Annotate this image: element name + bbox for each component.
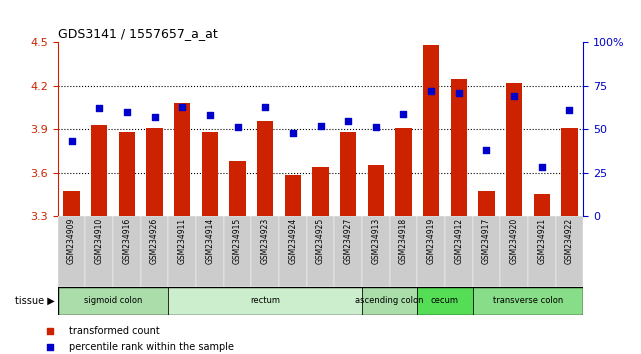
Point bbox=[233, 125, 243, 130]
Text: GSM234920: GSM234920 bbox=[510, 218, 519, 264]
Text: sigmoid colon: sigmoid colon bbox=[84, 296, 142, 306]
Point bbox=[343, 118, 353, 123]
Bar bbox=[501, 216, 528, 287]
Text: GSM234909: GSM234909 bbox=[67, 218, 76, 264]
Bar bbox=[58, 287, 169, 315]
Text: GSM234912: GSM234912 bbox=[454, 218, 463, 264]
Text: rectum: rectum bbox=[250, 296, 280, 306]
Text: GDS3141 / 1557657_a_at: GDS3141 / 1557657_a_at bbox=[58, 27, 217, 40]
Bar bbox=[196, 216, 224, 287]
Text: GSM234918: GSM234918 bbox=[399, 218, 408, 264]
Bar bbox=[169, 216, 196, 287]
Bar bbox=[306, 216, 335, 287]
Text: GSM234925: GSM234925 bbox=[316, 218, 325, 264]
Point bbox=[358, 269, 368, 275]
Text: GSM234921: GSM234921 bbox=[537, 218, 546, 264]
Text: GSM234926: GSM234926 bbox=[150, 218, 159, 264]
Bar bbox=[229, 161, 246, 216]
Bar bbox=[417, 287, 472, 315]
Bar bbox=[506, 83, 522, 216]
Text: GSM234911: GSM234911 bbox=[178, 218, 187, 264]
Bar bbox=[285, 176, 301, 216]
Bar bbox=[445, 216, 472, 287]
Bar bbox=[417, 216, 445, 287]
Bar bbox=[113, 216, 140, 287]
Text: GSM234913: GSM234913 bbox=[371, 218, 380, 264]
Text: GSM234915: GSM234915 bbox=[233, 218, 242, 264]
Text: percentile rank within the sample: percentile rank within the sample bbox=[69, 342, 234, 352]
Bar bbox=[362, 287, 417, 315]
Text: GSM234923: GSM234923 bbox=[261, 218, 270, 264]
Text: GSM234914: GSM234914 bbox=[205, 218, 214, 264]
Bar bbox=[472, 287, 583, 315]
Bar bbox=[533, 194, 550, 216]
Bar bbox=[561, 128, 578, 216]
Bar bbox=[63, 192, 80, 216]
Bar bbox=[140, 216, 169, 287]
Point bbox=[370, 125, 381, 130]
Bar bbox=[174, 103, 190, 216]
Point bbox=[67, 138, 77, 144]
Text: GSM234922: GSM234922 bbox=[565, 218, 574, 264]
Text: GSM234910: GSM234910 bbox=[95, 218, 104, 264]
Bar bbox=[451, 79, 467, 216]
Bar bbox=[85, 216, 113, 287]
Bar bbox=[224, 216, 251, 287]
Point bbox=[204, 113, 215, 118]
Point bbox=[537, 165, 547, 170]
Bar bbox=[335, 216, 362, 287]
Bar bbox=[312, 167, 329, 216]
Bar bbox=[58, 216, 85, 287]
Text: cecum: cecum bbox=[431, 296, 459, 306]
Point bbox=[288, 130, 298, 136]
Bar bbox=[367, 165, 384, 216]
Bar bbox=[119, 132, 135, 216]
Point bbox=[177, 104, 187, 109]
Bar bbox=[279, 216, 306, 287]
Text: ascending colon: ascending colon bbox=[355, 296, 424, 306]
Bar bbox=[362, 216, 390, 287]
Bar bbox=[423, 45, 440, 216]
Text: GSM234919: GSM234919 bbox=[427, 218, 436, 264]
Bar bbox=[169, 287, 362, 315]
Bar bbox=[395, 128, 412, 216]
Point bbox=[481, 147, 492, 153]
Point bbox=[398, 111, 408, 116]
Bar bbox=[201, 132, 218, 216]
Point bbox=[509, 93, 519, 99]
Point bbox=[454, 90, 464, 96]
Bar bbox=[556, 216, 583, 287]
Point bbox=[260, 104, 271, 109]
Bar bbox=[390, 216, 417, 287]
Text: transverse colon: transverse colon bbox=[493, 296, 563, 306]
Text: GSM234924: GSM234924 bbox=[288, 218, 297, 264]
Point bbox=[122, 109, 132, 115]
Bar bbox=[478, 192, 495, 216]
Bar bbox=[340, 132, 356, 216]
Bar bbox=[251, 216, 279, 287]
Text: transformed count: transformed count bbox=[69, 326, 160, 336]
Point bbox=[149, 114, 160, 120]
Point bbox=[315, 123, 326, 129]
Text: GSM234917: GSM234917 bbox=[482, 218, 491, 264]
Text: GSM234916: GSM234916 bbox=[122, 218, 131, 264]
Bar bbox=[472, 216, 501, 287]
Point bbox=[358, 124, 368, 130]
Bar bbox=[528, 216, 556, 287]
Point bbox=[94, 105, 104, 111]
Text: GSM234927: GSM234927 bbox=[344, 218, 353, 264]
Point bbox=[564, 107, 574, 113]
Bar bbox=[146, 128, 163, 216]
Bar bbox=[257, 120, 274, 216]
Point bbox=[426, 88, 437, 94]
Text: tissue ▶: tissue ▶ bbox=[15, 296, 54, 306]
Bar bbox=[91, 125, 108, 216]
